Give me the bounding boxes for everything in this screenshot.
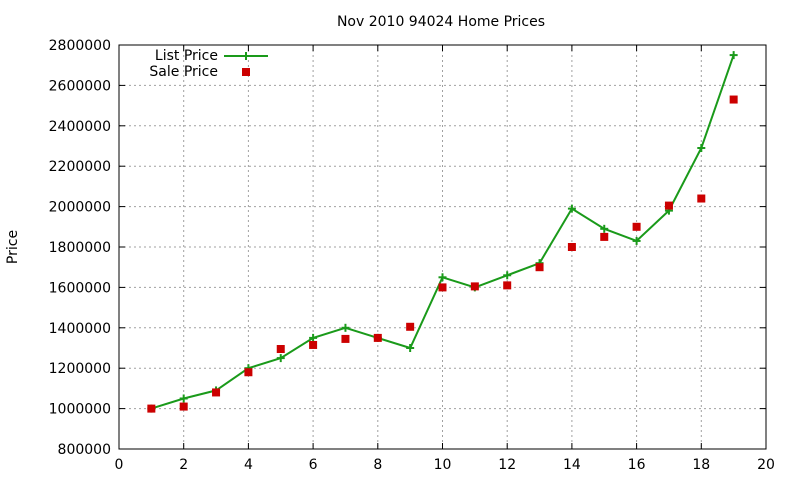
data-point-sale-price <box>438 283 447 292</box>
series-layer <box>147 51 738 413</box>
data-point-list-price <box>406 344 415 352</box>
data-point-list-price <box>697 144 706 153</box>
x-tick-label: 20 <box>757 457 775 473</box>
y-tick-label: 2800000 <box>49 38 111 54</box>
x-tick-label: 14 <box>563 457 581 473</box>
legend-label-list-price: List Price <box>155 48 218 64</box>
data-point-sale-price <box>470 282 479 291</box>
data-point-sale-price <box>503 281 512 290</box>
data-point-sale-price <box>309 340 318 349</box>
data-point-sale-price <box>212 388 221 397</box>
x-tick-label: 6 <box>309 457 318 473</box>
y-tick-label: 1800000 <box>49 240 111 256</box>
data-point-sale-price <box>276 345 285 354</box>
y-tick-label: 1600000 <box>49 280 111 296</box>
legend-label-sale-price: Sale Price <box>149 64 218 80</box>
x-tick-label: 12 <box>498 457 516 473</box>
data-point-sale-price <box>406 322 415 331</box>
data-point-list-price <box>341 323 350 332</box>
data-point-sale-price <box>147 404 156 413</box>
data-point-list-price <box>276 354 285 363</box>
data-point-sale-price <box>341 334 350 343</box>
data-point-sale-price <box>632 222 641 231</box>
data-point-sale-price <box>567 243 576 251</box>
x-tick-label: 10 <box>434 457 452 473</box>
x-tick-label: 4 <box>244 457 253 473</box>
data-point-list-price <box>503 271 512 280</box>
y-axis-label: Price <box>5 230 21 264</box>
data-point-sale-price <box>729 95 738 104</box>
legend: List Price Sale Price <box>149 48 268 80</box>
x-tick-label: 18 <box>692 457 710 473</box>
x-tick-label: 8 <box>373 457 382 473</box>
legend-marker-sale-price <box>242 68 250 76</box>
x-tick-label: 16 <box>628 457 646 473</box>
data-point-sale-price <box>664 201 673 210</box>
y-tick-label: 1200000 <box>49 361 111 377</box>
y-tick-label: 1400000 <box>49 321 111 337</box>
y-tick-label: 800000 <box>58 442 111 458</box>
data-point-sale-price <box>244 368 253 377</box>
data-point-list-price <box>600 224 609 233</box>
data-point-sale-price <box>697 194 706 203</box>
data-point-sale-price <box>179 402 188 411</box>
data-point-list-price <box>567 204 576 213</box>
data-point-list-price <box>438 273 447 282</box>
ticks-layer: 0 2 4 6 8 10 12 14 16 18 20 800000 1000000 1200000 140… <box>49 38 775 473</box>
data-point-sale-price <box>600 232 609 241</box>
data-point-list-price <box>179 394 188 403</box>
y-tick-label: 2000000 <box>49 200 111 216</box>
x-tick-label: 0 <box>115 457 124 473</box>
data-point-sale-price <box>373 333 382 342</box>
data-point-list-price <box>309 333 318 342</box>
legend-marker-list-price <box>242 52 250 60</box>
y-tick-label: 2200000 <box>49 159 111 175</box>
data-point-list-price <box>632 236 641 245</box>
chart-title: Nov 2010 94024 Home Prices <box>337 14 545 30</box>
y-tick-label: 2600000 <box>49 78 111 94</box>
x-tick-label: 2 <box>179 457 188 473</box>
data-point-sale-price <box>535 263 544 272</box>
y-tick-label: 1000000 <box>49 402 111 418</box>
data-point-list-price <box>729 51 738 60</box>
y-tick-label: 2400000 <box>49 119 111 135</box>
